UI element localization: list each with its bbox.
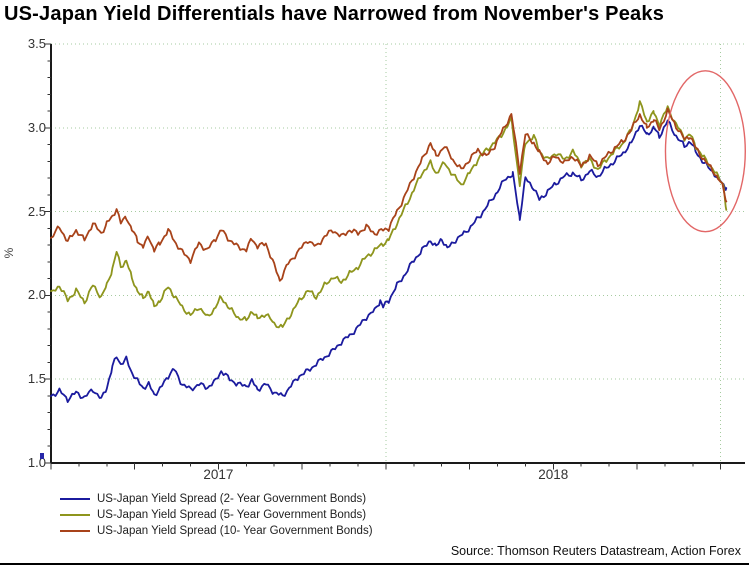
chart-plot-area: [44, 43, 746, 470]
chart-title: US-Japan Yield Differentials have Narrow…: [4, 3, 665, 25]
y-tick-label: 2.0: [27, 287, 46, 303]
axis-corner-mark: [40, 453, 44, 459]
legend-label-10y: US-Japan Yield Spread (10- Year Governme…: [97, 525, 373, 537]
y-axis-unit-label: %: [2, 247, 16, 259]
x-year-label: 2018: [538, 467, 569, 482]
source-attribution: Source: Thomson Reuters Datastream, Acti…: [450, 544, 741, 558]
legend-item-10y: US-Japan Yield Spread (10- Year Governme…: [60, 523, 373, 539]
y-tick-label: 2.5: [27, 203, 46, 219]
series-line-10y: [50, 107, 728, 282]
legend-label-2y: US-Japan Yield Spread (2- Year Governmen…: [97, 493, 367, 505]
series-line-2y: [50, 119, 728, 404]
legend-line-swatch-5y: [60, 514, 90, 516]
bottom-divider-line: [0, 563, 749, 565]
peak-highlight-ellipse: [664, 70, 746, 233]
legend-item-2y: US-Japan Yield Spread (2- Year Governmen…: [60, 491, 373, 507]
legend-item-5y: US-Japan Yield Spread (5- Year Governmen…: [60, 507, 373, 523]
legend-label-5y: US-Japan Yield Spread (5- Year Governmen…: [97, 509, 367, 521]
y-tick-label: 1.5: [27, 371, 46, 387]
legend: US-Japan Yield Spread (2- Year Governmen…: [60, 491, 373, 539]
y-tick-label: 3.5: [27, 36, 46, 51]
x-year-label: 2017: [203, 467, 234, 482]
legend-line-swatch-2y: [60, 498, 90, 500]
y-tick-label: 3.0: [27, 119, 46, 135]
series-line-5y: [50, 100, 728, 329]
legend-line-swatch-10y: [60, 530, 90, 532]
